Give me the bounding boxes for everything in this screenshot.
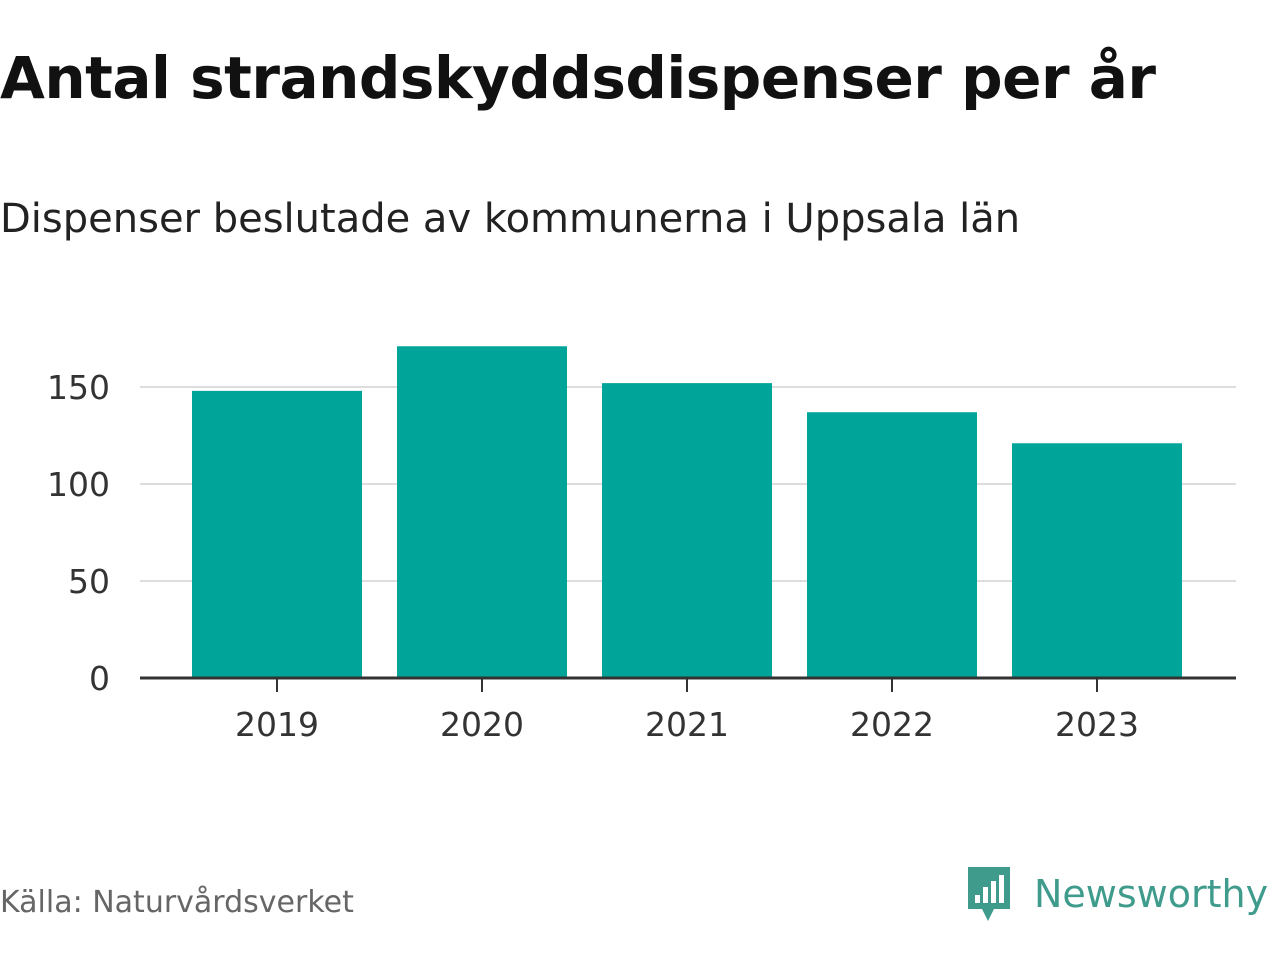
- bar-2023: [1012, 443, 1182, 678]
- x-tick-label: 2020: [440, 705, 524, 744]
- source-note: Källa: Naturvårdsverket: [0, 885, 354, 920]
- bar-chart: 0 50 100 150 2019 2020 2021 2022 2023: [47, 346, 1236, 744]
- y-tick-label: 50: [68, 562, 110, 601]
- brand-logo: Newsworthy: [964, 862, 1268, 926]
- chart-subtitle: Dispenser beslutade av kommunerna i Upps…: [0, 196, 1021, 242]
- brand-name: Newsworthy: [1034, 872, 1269, 916]
- chart-title: Antal strandskyddsdispenser per år: [0, 44, 1156, 112]
- x-tick-label: 2019: [235, 705, 319, 744]
- bar-chart-speech-bubble-icon: [968, 867, 1010, 921]
- x-tick-label: 2023: [1055, 705, 1139, 744]
- bar-2021: [602, 383, 772, 678]
- y-tick-label: 100: [47, 465, 110, 504]
- bars: [192, 346, 1182, 678]
- bar-2020: [397, 346, 567, 678]
- bar-2022: [807, 412, 977, 678]
- x-tick-label: 2022: [850, 705, 934, 744]
- x-tick-label: 2021: [645, 705, 729, 744]
- bar-2019: [192, 390, 362, 678]
- y-tick-label: 150: [47, 368, 110, 407]
- y-tick-label: 0: [89, 659, 110, 698]
- axes: 0 50 100 150 2019 2020 2021 2022 2023: [47, 368, 1236, 744]
